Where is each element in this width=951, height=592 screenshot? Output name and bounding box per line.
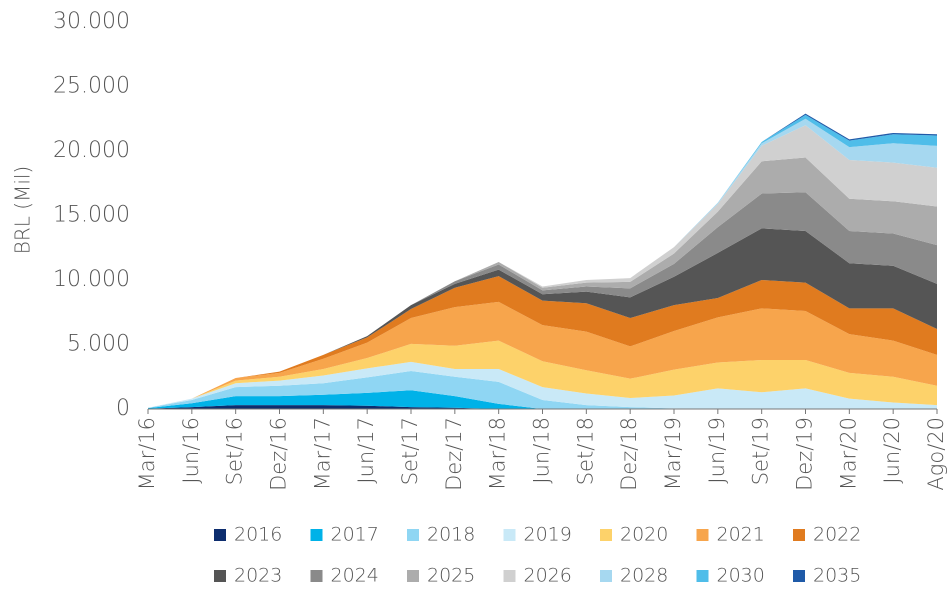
area [148, 361, 937, 409]
area [148, 276, 937, 408]
legend-swatch [600, 529, 612, 541]
legend-label: 2026 [524, 565, 572, 587]
legend-label: 2018 [427, 524, 475, 546]
x-tick-label: Jun/17 [354, 417, 378, 484]
area [148, 228, 937, 408]
x-tick-label: Jun/20 [880, 417, 904, 484]
legend-label: 2035 [813, 565, 861, 587]
legend-swatch [793, 529, 805, 541]
legend-swatch [407, 529, 419, 541]
x-tick-label: Ago/20 [924, 417, 948, 491]
x-tick-label: Dez/16 [267, 417, 291, 491]
x-tick-label: Jun/19 [705, 417, 729, 484]
area [148, 390, 937, 409]
legend-swatch [600, 570, 612, 582]
legend-swatch [793, 570, 805, 582]
legend-swatch [214, 529, 226, 541]
legend-label: 2019 [524, 524, 572, 546]
y-tick-label: 5.000 [67, 332, 130, 357]
legend-swatch [310, 570, 323, 582]
x-tick-label: Set/18 [573, 417, 597, 485]
legend-swatch [214, 570, 226, 582]
area [148, 118, 937, 408]
x-tick-label: Jun/16 [179, 417, 203, 484]
x-tick-label: Dez/18 [617, 417, 641, 491]
x-tick-label: Jun/18 [530, 417, 554, 484]
y-axis-label: BRL (Mil) [11, 166, 35, 254]
legend-swatch [696, 529, 709, 541]
area [148, 114, 937, 408]
legend-label: 2023 [234, 565, 282, 587]
x-tick-label: Dez/19 [793, 417, 817, 491]
x-tick-label: Mar/16 [135, 417, 159, 490]
y-tick-label: 30.000 [53, 9, 130, 34]
legend-label: 2024 [331, 565, 379, 587]
x-tick-label: Dez/17 [442, 417, 466, 491]
area [148, 405, 937, 409]
legend-label: 2022 [813, 524, 861, 546]
x-tick-label: Mar/19 [661, 417, 685, 490]
x-tick-label: Mar/18 [486, 417, 510, 490]
area [148, 340, 937, 408]
legend-label: 2030 [717, 565, 765, 587]
x-tick-label: Set/19 [749, 417, 773, 485]
legend-label: 2028 [620, 565, 668, 587]
y-tick-label: 20.000 [53, 138, 130, 163]
area [148, 301, 937, 408]
legend-label: 2017 [331, 524, 379, 546]
x-tick-label: Set/16 [223, 417, 247, 485]
legend-swatch [696, 570, 709, 582]
legend-swatch [407, 570, 419, 582]
x-tick-label: Mar/20 [836, 417, 860, 490]
legend-label: 2021 [717, 524, 765, 546]
area [148, 370, 937, 409]
y-tick-label: 15.000 [53, 203, 130, 228]
legend-label: 2025 [427, 565, 475, 587]
y-tick-label: 25.000 [53, 74, 130, 99]
y-tick-label: 10.000 [53, 267, 130, 292]
y-tick-label: 0 [116, 396, 130, 421]
legend-swatch [310, 529, 323, 541]
legend-label: 2016 [234, 524, 282, 546]
legend-swatch [503, 529, 516, 541]
legend-label: 2020 [620, 524, 668, 546]
legend-swatch [503, 570, 516, 582]
x-tick-label: Mar/17 [310, 417, 334, 490]
x-tick-label: Set/17 [398, 417, 422, 485]
